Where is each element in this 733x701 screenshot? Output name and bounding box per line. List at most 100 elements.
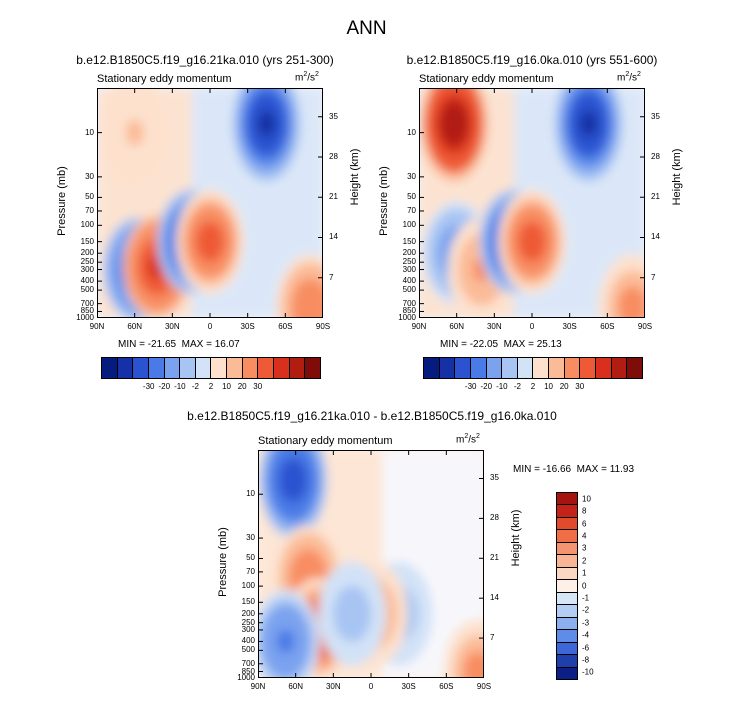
colorbar-label: 30 (575, 382, 585, 391)
x-tick-label: 60S (600, 322, 615, 331)
y-right-tick-label: 14 (651, 232, 660, 242)
y-tick-label: 30 (246, 533, 255, 543)
colorbar-label: 2 (208, 382, 214, 391)
colorbar-swatch (564, 358, 581, 378)
colorbar-label: -20 (480, 382, 493, 391)
colorbar (423, 357, 643, 379)
y-tick-label: 400 (402, 276, 416, 286)
y-tick-label: 100 (80, 220, 94, 230)
y-tick-label: 70 (407, 205, 416, 215)
y-tick-label: 500 (241, 645, 255, 655)
colorbar-label: 8 (582, 506, 587, 516)
colorbar-swatch (289, 358, 306, 378)
panel-subtitle: Stationary eddy momentum (97, 73, 232, 85)
y-right-tick-label: 14 (329, 232, 338, 242)
min-max-label: MIN = -22.05 MAX = 25.13 (440, 339, 562, 350)
y-axis-label: Pressure (mb) (378, 166, 390, 236)
colorbar-swatch (133, 358, 149, 378)
colorbar-label: -10 (174, 382, 186, 391)
contour-upper-positive-north (125, 119, 144, 146)
colorbar-swatch (557, 505, 577, 518)
y-axis-label: Pressure (mb) (217, 527, 229, 597)
y-tick-label: 200 (80, 248, 94, 258)
x-tick-label: 90S (476, 682, 492, 691)
contour-pos-surface-south (623, 294, 642, 318)
colorbar-label: -30 (464, 382, 477, 391)
y-right-tick-label: 28 (490, 513, 499, 523)
colorbar-swatch (470, 358, 487, 378)
y-right-tick-label: 14 (490, 593, 499, 603)
colorbar-label: 1 (582, 568, 587, 578)
colorbar-swatch (627, 358, 642, 378)
colorbar-swatch (424, 358, 440, 378)
y-tick-label: 10 (407, 127, 416, 137)
y-tick-label: 700 (241, 658, 255, 668)
colorbar-swatch (486, 358, 503, 378)
y-tick-label: 100 (402, 220, 416, 230)
colorbar-label: -30 (142, 382, 155, 391)
y-tick-label: 1000 (237, 673, 255, 682)
y-tick-label: 850 (80, 306, 94, 316)
contour-plot (97, 88, 323, 318)
y-tick-label: 700 (80, 298, 94, 308)
x-tick-label: 60N (127, 322, 142, 331)
colorbar-swatch (164, 358, 181, 378)
colorbar-label: -2 (582, 605, 590, 615)
y-tick-label: 200 (402, 248, 416, 258)
y-right-tick-label: 7 (490, 633, 495, 643)
y-tick-label: 50 (407, 192, 416, 202)
y-tick-label: 500 (80, 285, 94, 295)
panel-title: b.e12.B1850C5.f19_g16.21ka.010 (yrs 251-… (76, 53, 334, 67)
y-tick-label: 70 (246, 566, 255, 576)
colorbar-label: 30 (253, 382, 263, 391)
colorbar-label: 10 (222, 382, 232, 391)
y-right-tick-label: 21 (490, 553, 499, 563)
y-tick-label: 850 (402, 306, 416, 316)
y-tick-label: 150 (402, 236, 416, 246)
y-tick-label: 400 (80, 276, 94, 286)
colorbar-swatch (148, 358, 165, 378)
y-tick-label: 850 (241, 666, 255, 676)
colorbar-swatch (502, 358, 518, 378)
x-tick-label: 60S (439, 682, 454, 691)
colorbar-label: -8 (582, 655, 590, 665)
colorbar (556, 492, 578, 680)
colorbar-label: -6 (582, 643, 590, 653)
y-tick-label: 100 (241, 581, 255, 591)
units-label: m2/s2 (456, 433, 480, 446)
y-tick-label: 10 (246, 489, 255, 499)
y-axis-label: Pressure (mb) (56, 166, 68, 236)
contour-strat-negative-south (257, 110, 276, 137)
contour-strat-positive-north (445, 110, 464, 137)
y-tick-label: 30 (407, 171, 416, 181)
x-tick-label: 30N (325, 682, 341, 691)
main-title: ANN (346, 18, 387, 39)
x-tick-label: 0 (368, 682, 374, 691)
colorbar-label: 20 (237, 382, 247, 391)
contour-plot (419, 88, 645, 318)
colorbar-label: 2 (530, 382, 536, 391)
x-tick-label: 90N (89, 322, 105, 331)
colorbar-swatch (557, 655, 577, 668)
colorbar-swatch (557, 630, 577, 643)
x-tick-label: 90S (315, 322, 331, 331)
y-tick-label: 10 (85, 127, 94, 137)
colorbar-swatch (557, 555, 577, 568)
colorbar-swatch (117, 358, 134, 378)
colorbar (101, 357, 321, 379)
colorbar-swatch (242, 358, 259, 378)
colorbar-swatch (533, 358, 550, 378)
colorbar-label: 6 (582, 519, 587, 529)
y-right-axis-label: Height (km) (510, 509, 522, 567)
y-right-tick-label: 7 (651, 272, 656, 282)
x-tick-label: 90S (637, 322, 653, 331)
colorbar-swatch (517, 358, 534, 378)
x-tick-label: 60S (278, 322, 293, 331)
colorbar-label: 0 (582, 581, 587, 591)
colorbar-label: 20 (559, 382, 569, 391)
colorbar-label: 3 (582, 543, 587, 553)
y-tick-label: 1000 (398, 313, 416, 322)
x-tick-label: 60N (288, 682, 303, 691)
y-tick-label: 300 (80, 264, 94, 274)
y-tick-label: 50 (85, 192, 94, 202)
